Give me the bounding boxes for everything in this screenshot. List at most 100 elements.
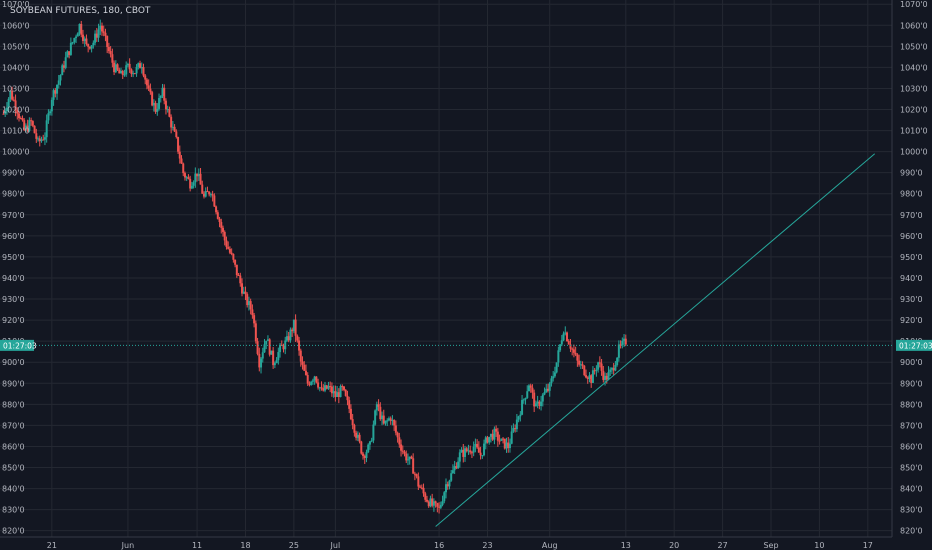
candle-up <box>552 376 555 379</box>
candle-down <box>95 33 98 38</box>
candle-up <box>4 111 7 114</box>
candle-down <box>218 218 221 223</box>
candle-down <box>585 375 588 378</box>
candle-down <box>334 391 337 397</box>
candle-down <box>479 452 482 456</box>
candle-up <box>548 383 551 391</box>
candle-up <box>289 329 292 341</box>
x-tick-label: 23 <box>482 541 492 550</box>
candle-up <box>135 66 138 74</box>
candle-down <box>590 375 593 383</box>
candle-down <box>121 70 124 75</box>
candle-up <box>550 378 553 384</box>
candle-up <box>493 428 496 440</box>
candle-up <box>114 64 117 73</box>
candle-up <box>209 194 212 196</box>
candle-down <box>11 91 14 100</box>
candle-down <box>362 453 365 456</box>
candle-down <box>42 139 45 141</box>
candle-up <box>614 364 617 371</box>
candle-down <box>586 377 589 379</box>
candle-down <box>251 309 254 316</box>
candle-down <box>62 65 65 68</box>
candle-up <box>453 466 456 471</box>
candle-up <box>579 364 582 366</box>
candle-down <box>299 350 302 362</box>
candle-up <box>204 191 207 197</box>
candle-down <box>111 54 114 63</box>
candle-up <box>559 344 562 351</box>
y-tick-label-left: 1010'0 <box>2 127 30 136</box>
candle-down <box>196 173 199 177</box>
candle-down <box>538 401 541 406</box>
candle-down <box>225 240 228 247</box>
candle-up <box>484 437 487 444</box>
candle-down <box>431 498 434 506</box>
candle-up <box>610 368 613 370</box>
candle-up <box>384 420 387 424</box>
candle-down <box>337 392 340 398</box>
candle-up <box>332 391 335 394</box>
y-tick-label-right: 990'0 <box>900 169 923 178</box>
candle-up <box>555 362 558 373</box>
y-tick-label-left: 940'0 <box>2 274 25 283</box>
y-tick-label-left: 890'0 <box>2 379 25 388</box>
candle-down <box>258 353 261 368</box>
candle-up <box>57 80 60 85</box>
y-tick-label-right: 870'0 <box>900 421 923 430</box>
x-tick-label: 21 <box>47 541 57 550</box>
candle-up <box>489 433 492 437</box>
candle-down <box>351 419 354 426</box>
candle-up <box>323 385 326 391</box>
candle-down <box>116 64 119 70</box>
candle-up <box>270 350 273 355</box>
candle-down <box>308 383 311 385</box>
x-tick-label: Aug <box>542 541 558 550</box>
candle-down <box>201 184 204 194</box>
candle-down <box>163 87 166 101</box>
y-tick-label-right: 1030'0 <box>900 84 928 93</box>
trendline[interactable] <box>435 153 876 527</box>
candle-down <box>237 274 240 276</box>
candle-down <box>244 291 247 295</box>
candle-down <box>254 323 257 342</box>
candle-down <box>173 126 176 132</box>
y-tick-label-left: 1050'0 <box>2 42 30 51</box>
candle-down <box>85 38 88 45</box>
y-tick-label-right: 1040'0 <box>900 63 928 72</box>
candle-down <box>211 194 214 196</box>
candle-down <box>239 275 242 284</box>
candle-up <box>356 434 359 438</box>
candle-down <box>434 501 437 504</box>
candle-down <box>296 335 299 341</box>
candle-down <box>182 163 185 174</box>
candle-up <box>467 450 470 452</box>
candle-down <box>412 458 415 474</box>
y-tick-label-right: 860'0 <box>900 442 923 451</box>
candle-up <box>28 120 31 131</box>
y-tick-label-left: 880'0 <box>2 400 25 409</box>
y-tick-label-right: 890'0 <box>900 379 923 388</box>
candle-down <box>272 350 275 366</box>
candle-up <box>557 350 560 363</box>
candle-down <box>87 44 90 47</box>
candle-down <box>581 364 584 366</box>
y-tick-label-left: 840'0 <box>2 485 25 494</box>
candle-down <box>315 376 318 383</box>
candle-down <box>496 431 499 441</box>
candle-up <box>372 424 375 441</box>
candle-down <box>624 338 627 345</box>
y-tick-label-left: 850'0 <box>2 464 25 473</box>
candle-up <box>607 371 610 380</box>
candle-down <box>486 437 489 443</box>
candle-up <box>521 400 524 415</box>
candle-down <box>403 451 406 454</box>
candle-down <box>343 386 346 390</box>
candle-up <box>488 436 491 443</box>
candle-down <box>208 191 211 195</box>
y-tick-label-left: 830'0 <box>2 506 25 515</box>
candle-up <box>450 473 453 481</box>
candle-up <box>445 484 447 493</box>
candle-down <box>438 506 441 508</box>
